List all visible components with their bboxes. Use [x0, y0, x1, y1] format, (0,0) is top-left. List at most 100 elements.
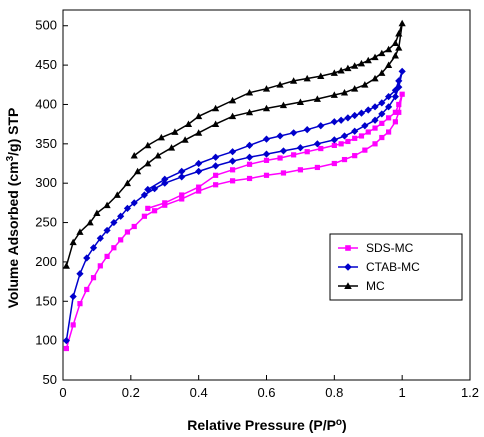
data-point-mc	[330, 91, 338, 98]
data-point-mc	[391, 52, 399, 59]
data-point-ctab-mc	[195, 167, 203, 175]
data-point-sds-mc	[331, 160, 337, 167]
data-point-sds-mc	[63, 345, 69, 352]
data-point-ctab-mc	[103, 226, 111, 235]
data-point-mc	[228, 96, 237, 104]
data-point-mc	[262, 104, 271, 112]
data-point-sds-mc	[362, 147, 368, 153]
data-point-mc	[123, 179, 132, 187]
data-point-ctab-mc	[351, 127, 359, 135]
data-point-mc	[395, 30, 403, 37]
data-point-mc	[69, 238, 77, 246]
data-point-mc	[154, 152, 162, 159]
data-point-mc	[144, 159, 152, 167]
legend-label-ctab-mc: CTAB-MC	[366, 260, 420, 274]
legend-marker-sds-mc	[345, 245, 351, 251]
data-point-ctab-mc	[344, 114, 352, 122]
data-point-mc	[395, 44, 403, 51]
data-point-sds-mc	[338, 141, 344, 147]
data-point-ctab-mc	[76, 270, 84, 278]
plot-area	[62, 9, 471, 381]
data-point-ctab-mc	[330, 136, 338, 144]
data-point-sds-mc	[304, 149, 310, 155]
y-tick-label: 300	[35, 175, 57, 190]
data-point-mc	[134, 167, 142, 175]
y-tick-label: 400	[35, 96, 57, 111]
data-point-mc	[144, 141, 152, 149]
data-point-mc	[76, 228, 84, 235]
data-point-mc	[337, 67, 345, 74]
data-point-sds-mc	[263, 157, 270, 163]
data-point-ctab-mc	[371, 103, 379, 111]
data-point-ctab-mc	[313, 140, 321, 148]
data-point-ctab-mc	[245, 153, 254, 161]
data-point-sds-mc	[229, 167, 236, 173]
data-point-sds-mc	[386, 115, 392, 121]
data-point-sds-mc	[196, 188, 202, 194]
y-tick-label: 250	[35, 215, 57, 230]
data-point-ctab-mc	[276, 132, 284, 140]
data-point-sds-mc	[179, 192, 185, 198]
data-point-sds-mc	[179, 196, 185, 202]
data-point-ctab-mc	[303, 126, 311, 134]
data-point-ctab-mc	[378, 110, 386, 118]
data-point-mc	[290, 77, 298, 84]
data-point-mc	[195, 129, 203, 136]
data-point-mc	[103, 201, 111, 209]
data-point-mc	[167, 144, 176, 151]
data-point-sds-mc	[141, 213, 147, 219]
data-point-sds-mc	[104, 253, 110, 260]
data-point-sds-mc	[213, 172, 219, 178]
data-point-sds-mc	[358, 133, 365, 139]
data-point-sds-mc	[280, 170, 287, 176]
data-point-sds-mc	[372, 125, 378, 131]
data-point-mc	[212, 104, 220, 112]
data-point-mc	[157, 133, 165, 141]
data-point-mc	[113, 191, 121, 198]
y-tick-label: 200	[35, 254, 57, 269]
data-point-ctab-mc	[378, 99, 386, 107]
data-point-sds-mc	[379, 120, 385, 126]
data-point-sds-mc	[246, 161, 253, 167]
data-point-mc	[212, 120, 220, 128]
data-point-ctab-mc	[96, 234, 104, 242]
data-point-mc	[371, 53, 379, 61]
data-point-ctab-mc	[245, 141, 254, 150]
data-point-sds-mc	[392, 109, 398, 115]
data-point-sds-mc	[396, 109, 402, 115]
y-axis-title: Volume Adsorbed (cm3/g) STP	[5, 108, 22, 309]
data-point-ctab-mc	[290, 129, 298, 137]
data-point-ctab-mc	[130, 199, 138, 207]
data-point-sds-mc	[97, 263, 103, 269]
data-point-ctab-mc	[364, 106, 372, 114]
data-point-ctab-mc	[296, 144, 305, 152]
data-point-mc	[262, 85, 271, 92]
data-point-mc	[62, 262, 70, 269]
data-point-sds-mc	[277, 155, 283, 161]
x-tick-label: 0.8	[325, 385, 343, 400]
data-point-mc	[313, 95, 321, 102]
x-tick-label: 1.2	[461, 385, 479, 400]
data-point-ctab-mc	[161, 175, 169, 183]
data-point-ctab-mc	[262, 135, 271, 143]
data-point-ctab-mc	[83, 254, 91, 262]
data-point-sds-mc	[392, 119, 398, 125]
data-point-ctab-mc	[69, 292, 77, 301]
data-point-ctab-mc	[144, 185, 152, 194]
data-point-sds-mc	[314, 164, 320, 171]
data-point-mc	[391, 39, 399, 46]
data-point-ctab-mc	[361, 122, 369, 130]
y-tick-label: 350	[35, 136, 57, 151]
data-point-mc	[357, 59, 366, 67]
data-point-mc	[340, 89, 349, 96]
data-point-mc	[181, 136, 189, 143]
data-point-ctab-mc	[317, 122, 325, 130]
data-point-ctab-mc	[395, 77, 403, 85]
data-point-sds-mc	[263, 172, 270, 178]
data-point-mc	[398, 19, 406, 27]
data-point-sds-mc	[70, 322, 76, 328]
x-tick-label: 1	[399, 385, 406, 400]
data-point-sds-mc	[365, 129, 371, 135]
y-tick-label: 100	[35, 333, 57, 348]
